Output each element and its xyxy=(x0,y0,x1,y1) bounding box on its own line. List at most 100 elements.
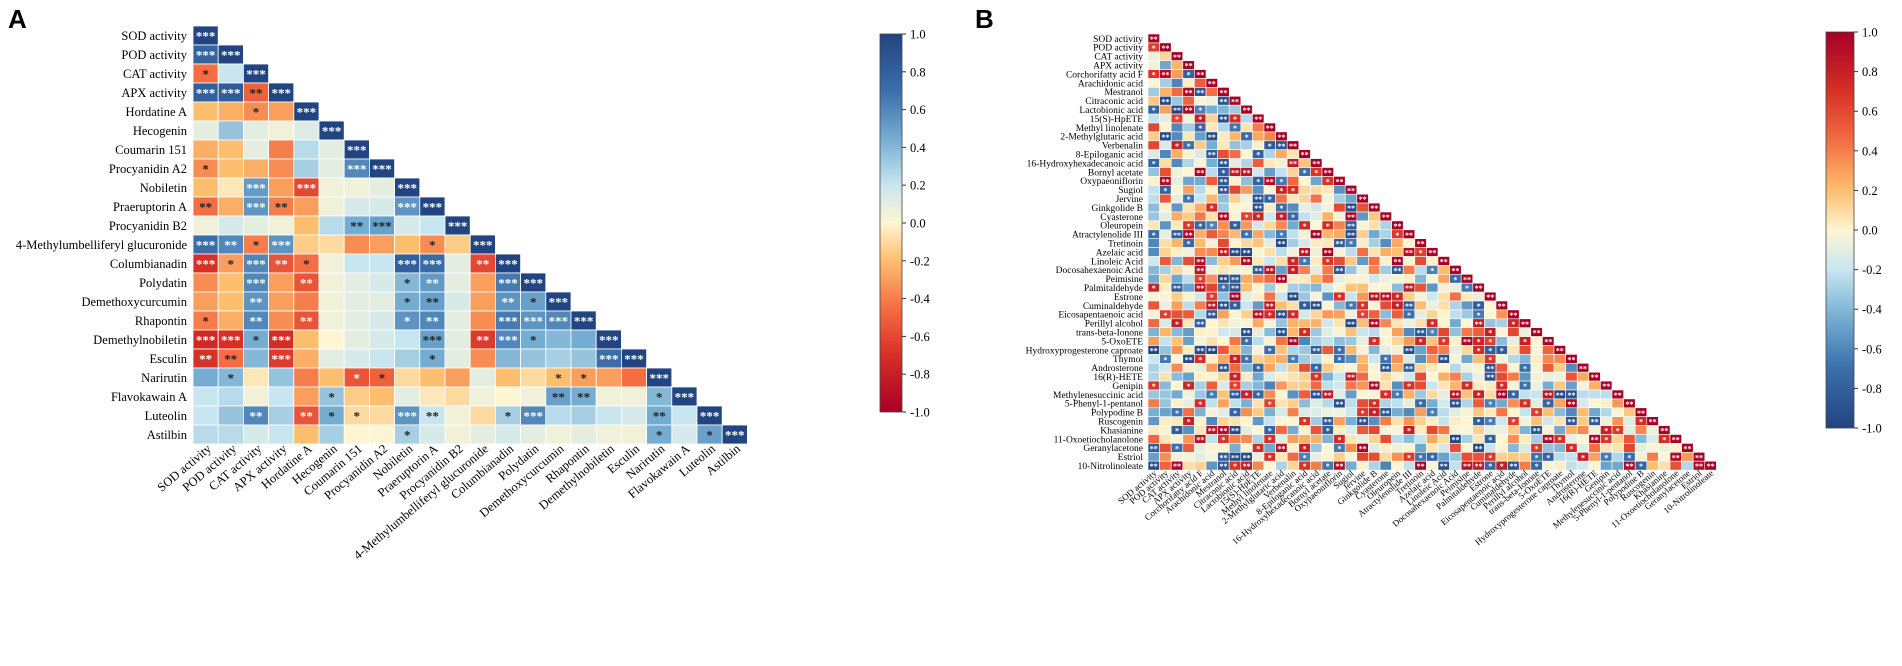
significance-mark: * xyxy=(429,352,436,367)
cell-6-5 xyxy=(318,139,345,160)
cell-20-1 xyxy=(217,405,244,426)
cell-15-11 xyxy=(469,310,496,331)
cell-17-0 xyxy=(1147,185,1160,195)
cell-35-9 xyxy=(1252,345,1265,355)
cell-17-15 xyxy=(1321,185,1334,195)
cell-37-0 xyxy=(1147,362,1160,373)
cell-12-5 xyxy=(318,253,345,274)
cell-6-1 xyxy=(1159,87,1172,97)
cell-21-14 xyxy=(1310,220,1323,231)
significance-mark: ** xyxy=(1521,320,1529,329)
cell-18-3 xyxy=(268,367,295,388)
significance-mark: * xyxy=(1511,418,1515,427)
cell-43-26 xyxy=(1449,416,1462,426)
significance-mark: ** xyxy=(1359,444,1367,453)
cell-26-8 xyxy=(1240,265,1253,275)
significance-mark: ** xyxy=(300,409,313,424)
cell-11-9 xyxy=(1252,131,1265,142)
row-label: Procyanidin B2 xyxy=(109,219,187,233)
cell-38-32 xyxy=(1518,371,1532,382)
cell-8-7 xyxy=(1228,104,1242,115)
cell-44-24 xyxy=(1426,425,1439,435)
cell-8-6 xyxy=(1217,104,1230,115)
significance-mark: * xyxy=(1314,168,1318,177)
significance-mark: ** xyxy=(1231,293,1239,302)
cell-23-13 xyxy=(1298,238,1311,248)
significance-mark: ** xyxy=(1219,115,1227,124)
significance-mark: * xyxy=(328,390,335,405)
cell-14-7 xyxy=(368,291,395,312)
significance-mark: * xyxy=(1442,338,1446,347)
cell-47-15 xyxy=(1321,451,1334,462)
cell-47-40 xyxy=(1611,451,1624,462)
cell-27-13 xyxy=(1298,273,1311,284)
cell-11-4 xyxy=(1194,131,1207,142)
cell-42-23 xyxy=(1414,407,1427,417)
cell-29-9 xyxy=(1252,291,1265,302)
cell-32-3 xyxy=(1182,318,1195,328)
cell-34-1 xyxy=(1159,336,1172,346)
significance-mark: ** xyxy=(1533,329,1541,338)
cell-2-0 xyxy=(1147,51,1160,61)
cell-47-36 xyxy=(1565,451,1578,462)
cell-22-12 xyxy=(1286,229,1300,240)
cell-32-1 xyxy=(1159,318,1172,328)
cell-27-12 xyxy=(1286,273,1300,284)
cell-31-30 xyxy=(1495,309,1508,320)
cell-16-15 xyxy=(570,329,597,350)
significance-mark: *** xyxy=(423,333,443,348)
cell-37-25 xyxy=(1437,362,1450,373)
cell-28-14 xyxy=(1310,282,1323,293)
cell-4-2 xyxy=(1170,69,1184,79)
significance-mark: * xyxy=(379,371,386,386)
row-label: Thymol xyxy=(1113,355,1143,365)
cell-33-12 xyxy=(1286,327,1300,337)
cell-41-7 xyxy=(1228,398,1242,409)
significance-mark: * xyxy=(1662,435,1666,444)
significance-mark: ** xyxy=(1185,88,1193,97)
cell-12-1 xyxy=(1159,140,1172,151)
cell-10-1 xyxy=(1159,122,1172,133)
cell-27-25 xyxy=(1437,273,1450,284)
cell-40-29 xyxy=(1484,389,1497,400)
significance-mark: * xyxy=(1198,124,1202,133)
cell-41-40 xyxy=(1611,398,1624,409)
cell-45-40 xyxy=(1611,434,1624,444)
cell-5-2 xyxy=(242,120,269,141)
cell-44-27 xyxy=(1460,425,1474,435)
cell-18-11 xyxy=(1275,193,1288,204)
significance-mark: * xyxy=(1163,311,1167,320)
row-label: Docosahexaenoic Acid xyxy=(1056,266,1144,276)
cell-44-13 xyxy=(1298,425,1311,435)
cell-14-8 xyxy=(1240,158,1253,168)
cell-15-0 xyxy=(1147,167,1160,177)
significance-mark: ** xyxy=(1625,462,1633,471)
cell-35-18 xyxy=(1356,345,1369,355)
cell-17-14 xyxy=(1310,185,1323,195)
cell-40-12 xyxy=(1286,389,1300,400)
significance-mark: *** xyxy=(196,86,216,101)
cell-45-33 xyxy=(1530,434,1543,444)
cell-45-41 xyxy=(1623,434,1636,444)
cell-42-11 xyxy=(1275,407,1288,417)
cell-21-10 xyxy=(1263,220,1276,231)
cell-18-12 xyxy=(494,367,521,388)
cell-36-23 xyxy=(1414,354,1427,364)
cell-32-29 xyxy=(1484,318,1497,328)
cell-44-41 xyxy=(1623,425,1636,435)
cell-40-23 xyxy=(1414,389,1427,400)
cell-16-4 xyxy=(1194,176,1207,186)
cell-42-10 xyxy=(1263,407,1276,417)
significance-mark: ** xyxy=(1173,53,1181,62)
cell-17-3 xyxy=(1182,185,1195,195)
cell-38-25 xyxy=(1437,371,1450,382)
cell-47-4 xyxy=(1194,451,1207,462)
cell-23-15 xyxy=(1321,238,1334,248)
row-label: Demethylnobiletin xyxy=(93,333,187,347)
significance-mark: ** xyxy=(1312,391,1320,400)
cell-25-9 xyxy=(1252,256,1265,266)
cell-26-22 xyxy=(1402,265,1416,275)
significance-mark: * xyxy=(253,333,260,348)
significance-mark: ** xyxy=(1556,391,1564,400)
cell-47-46 xyxy=(1681,451,1694,462)
